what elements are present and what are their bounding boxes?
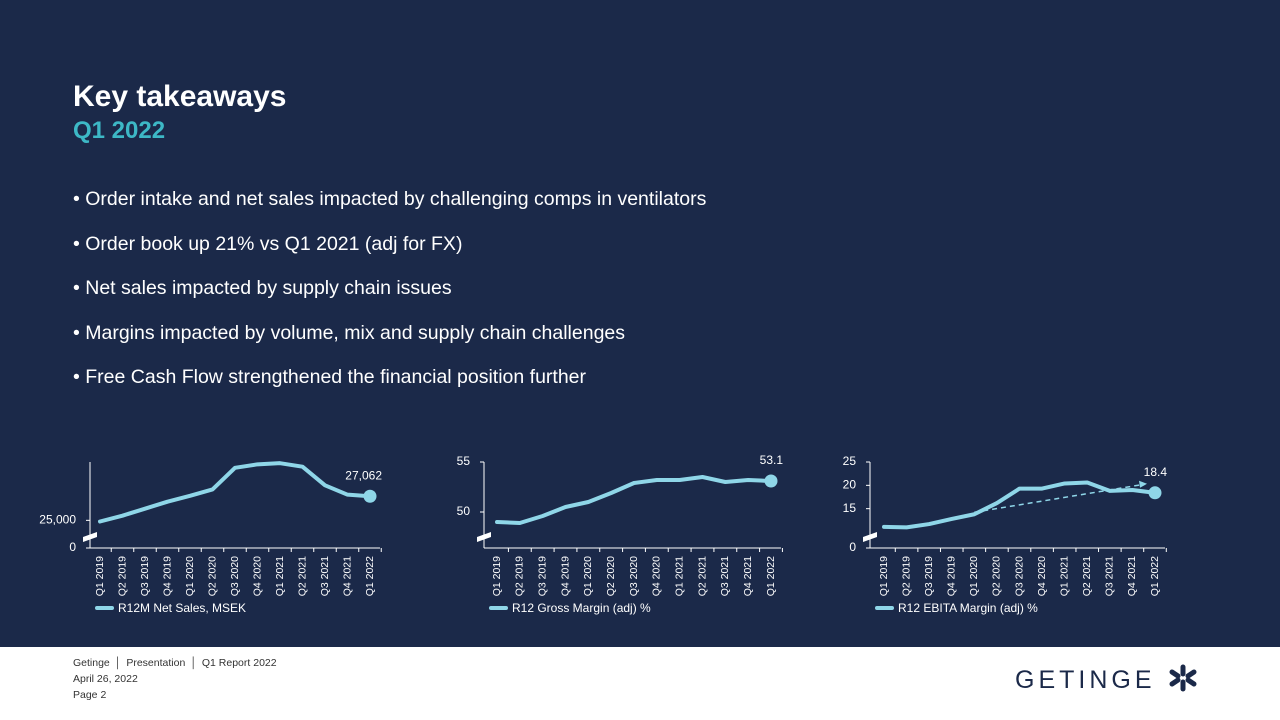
x-tick-label: Q1 2020 bbox=[582, 556, 594, 596]
x-tick-label: Q1 2020 bbox=[968, 556, 980, 596]
x-tick-label: Q1 2019 bbox=[878, 556, 890, 596]
y-tick-label: 50 bbox=[457, 504, 471, 518]
footer: Getinge │ Presentation │ Q1 Report 2022 Apri… bbox=[0, 647, 1280, 720]
x-tick-label: Q2 2019 bbox=[900, 556, 912, 596]
series-line bbox=[495, 475, 773, 525]
footer-line: Getinge │ Presentation │ Q1 Report 2022 bbox=[73, 657, 277, 669]
x-tick-label: Q4 2019 bbox=[161, 556, 173, 596]
arrow-head bbox=[1139, 480, 1147, 488]
x-tick-label: Q2 2021 bbox=[296, 556, 308, 596]
x-tick-label: Q1 2022 bbox=[1149, 556, 1161, 596]
x-tick-label: Q4 2020 bbox=[651, 556, 663, 596]
value-label: 18.4 bbox=[1144, 465, 1168, 479]
x-tick-label: Q4 2021 bbox=[1126, 556, 1138, 596]
trend-arrow bbox=[974, 484, 1142, 514]
x-tick-label: Q1 2021 bbox=[274, 556, 286, 596]
x-tick-label: Q2 2019 bbox=[116, 556, 128, 596]
y-tick-label: 55 bbox=[457, 454, 471, 468]
x-tick-label: Q1 2021 bbox=[673, 556, 685, 596]
bullet: Order book up 21% vs Q1 2021 (adj for FX… bbox=[73, 233, 706, 278]
report: Q1 Report 2022 bbox=[201, 657, 277, 669]
x-tick-label: Q1 2019 bbox=[491, 556, 503, 596]
x-tick-label: Q3 2019 bbox=[923, 556, 935, 596]
x-tick-label: Q3 2021 bbox=[319, 556, 331, 596]
bullet: Order intake and net sales impacted by c… bbox=[73, 188, 706, 233]
logo: GETINGE bbox=[1015, 664, 1198, 695]
x-tick-label: Q4 2020 bbox=[251, 556, 263, 596]
y-tick-label: 0 bbox=[849, 540, 856, 554]
subtitle: Q1 2022 bbox=[73, 117, 166, 144]
x-tick-label: Q2 2020 bbox=[206, 556, 218, 596]
y-tick-label: 20 bbox=[843, 478, 857, 492]
title: Key takeaways bbox=[73, 80, 287, 113]
bullet: Free Cash Flow strengthened the financia… bbox=[73, 366, 706, 411]
end-marker bbox=[1148, 486, 1162, 500]
legend-label: R12 Gross Margin (adj) % bbox=[512, 601, 651, 615]
axis-break bbox=[863, 532, 877, 542]
axis-break bbox=[477, 532, 491, 542]
x-tick-label: Q3 2021 bbox=[719, 556, 731, 596]
x-tick-label: Q2 2020 bbox=[991, 556, 1003, 596]
end-marker bbox=[363, 489, 377, 503]
bullet-list: Order intake and net sales impacted by c… bbox=[73, 188, 706, 411]
x-tick-label: Q3 2020 bbox=[1013, 556, 1025, 596]
value-label: 27,062 bbox=[345, 468, 382, 482]
logo-text: GETINGE bbox=[1015, 666, 1156, 694]
x-tick-label: Q2 2020 bbox=[605, 556, 617, 596]
x-tick-label: Q4 2020 bbox=[1036, 556, 1048, 596]
x-tick-label: Q4 2019 bbox=[946, 556, 958, 596]
y-tick-label: 0 bbox=[69, 540, 76, 554]
company: Getinge bbox=[73, 657, 110, 669]
x-tick-label: Q1 2022 bbox=[765, 556, 777, 596]
x-tick-label: Q3 2019 bbox=[536, 556, 548, 596]
y-tick-label: 25,000 bbox=[39, 513, 76, 527]
legend-label: R12 EBITA Margin (adj) % bbox=[898, 601, 1038, 615]
x-tick-label: Q3 2020 bbox=[229, 556, 241, 596]
x-tick-label: Q2 2021 bbox=[1081, 556, 1093, 596]
page: Page 2 bbox=[73, 689, 107, 701]
axis-break bbox=[83, 532, 97, 542]
x-tick-label: Q3 2019 bbox=[139, 556, 151, 596]
y-tick-label: 25 bbox=[843, 454, 857, 468]
logo-mark bbox=[1169, 664, 1197, 692]
x-tick-label: Q2 2021 bbox=[696, 556, 708, 596]
y-tick-label: 15 bbox=[843, 501, 857, 515]
date: April 26, 2022 bbox=[73, 673, 138, 685]
x-tick-label: Q4 2019 bbox=[559, 556, 571, 596]
legend-label: R12M Net Sales, MSEK bbox=[118, 601, 246, 615]
x-tick-label: Q1 2021 bbox=[1058, 556, 1070, 596]
x-tick-label: Q3 2021 bbox=[1104, 556, 1116, 596]
bullet: Net sales impacted by supply chain issue… bbox=[73, 277, 706, 322]
series-line bbox=[882, 480, 1157, 530]
x-tick-label: Q4 2021 bbox=[742, 556, 754, 596]
series-line bbox=[98, 461, 372, 524]
x-tick-label: Q3 2020 bbox=[628, 556, 640, 596]
bullet: Margins impacted by volume, mix and supp… bbox=[73, 322, 706, 367]
x-tick-label: Q1 2019 bbox=[94, 556, 106, 596]
charts: 0 25,000 Q1 2019 Q2 2019 Q3 2019 Q4 2019 Q1 20… bbox=[39, 453, 1168, 615]
x-tick-label: Q1 2022 bbox=[364, 556, 376, 596]
x-tick-label: Q1 2020 bbox=[184, 556, 196, 596]
value-label: 53.1 bbox=[760, 453, 784, 467]
end-marker bbox=[764, 474, 778, 488]
doc-type: Presentation bbox=[126, 657, 186, 669]
x-tick-label: Q4 2021 bbox=[341, 556, 353, 596]
x-tick-label: Q2 2019 bbox=[514, 556, 526, 596]
